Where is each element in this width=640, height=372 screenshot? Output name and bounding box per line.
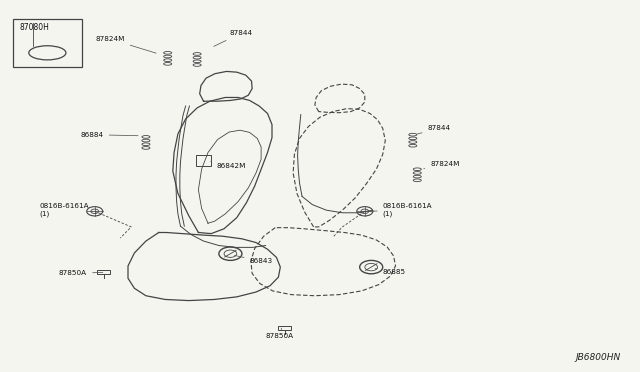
Text: 87824M: 87824M — [95, 36, 156, 53]
Text: 86842M: 86842M — [211, 161, 246, 169]
Text: 86884: 86884 — [81, 132, 138, 138]
Text: 87824M: 87824M — [424, 161, 460, 169]
Text: 87844: 87844 — [214, 31, 252, 46]
Bar — [13, 19, 82, 67]
Bar — [278, 326, 291, 330]
Text: 87080H: 87080H — [19, 23, 49, 32]
Text: JB6800HN: JB6800HN — [575, 353, 621, 362]
Text: 87850A: 87850A — [266, 328, 294, 339]
Text: 87850A: 87850A — [59, 270, 103, 276]
Bar — [97, 270, 110, 274]
Text: 0816B-6161A
(1): 0816B-6161A (1) — [40, 203, 93, 217]
Bar — [196, 155, 211, 166]
Text: 86843: 86843 — [234, 256, 273, 264]
Text: 86885: 86885 — [375, 269, 406, 275]
Text: 87844: 87844 — [417, 125, 451, 134]
Text: 0816B-6161A
(1): 0816B-6161A (1) — [369, 203, 433, 217]
